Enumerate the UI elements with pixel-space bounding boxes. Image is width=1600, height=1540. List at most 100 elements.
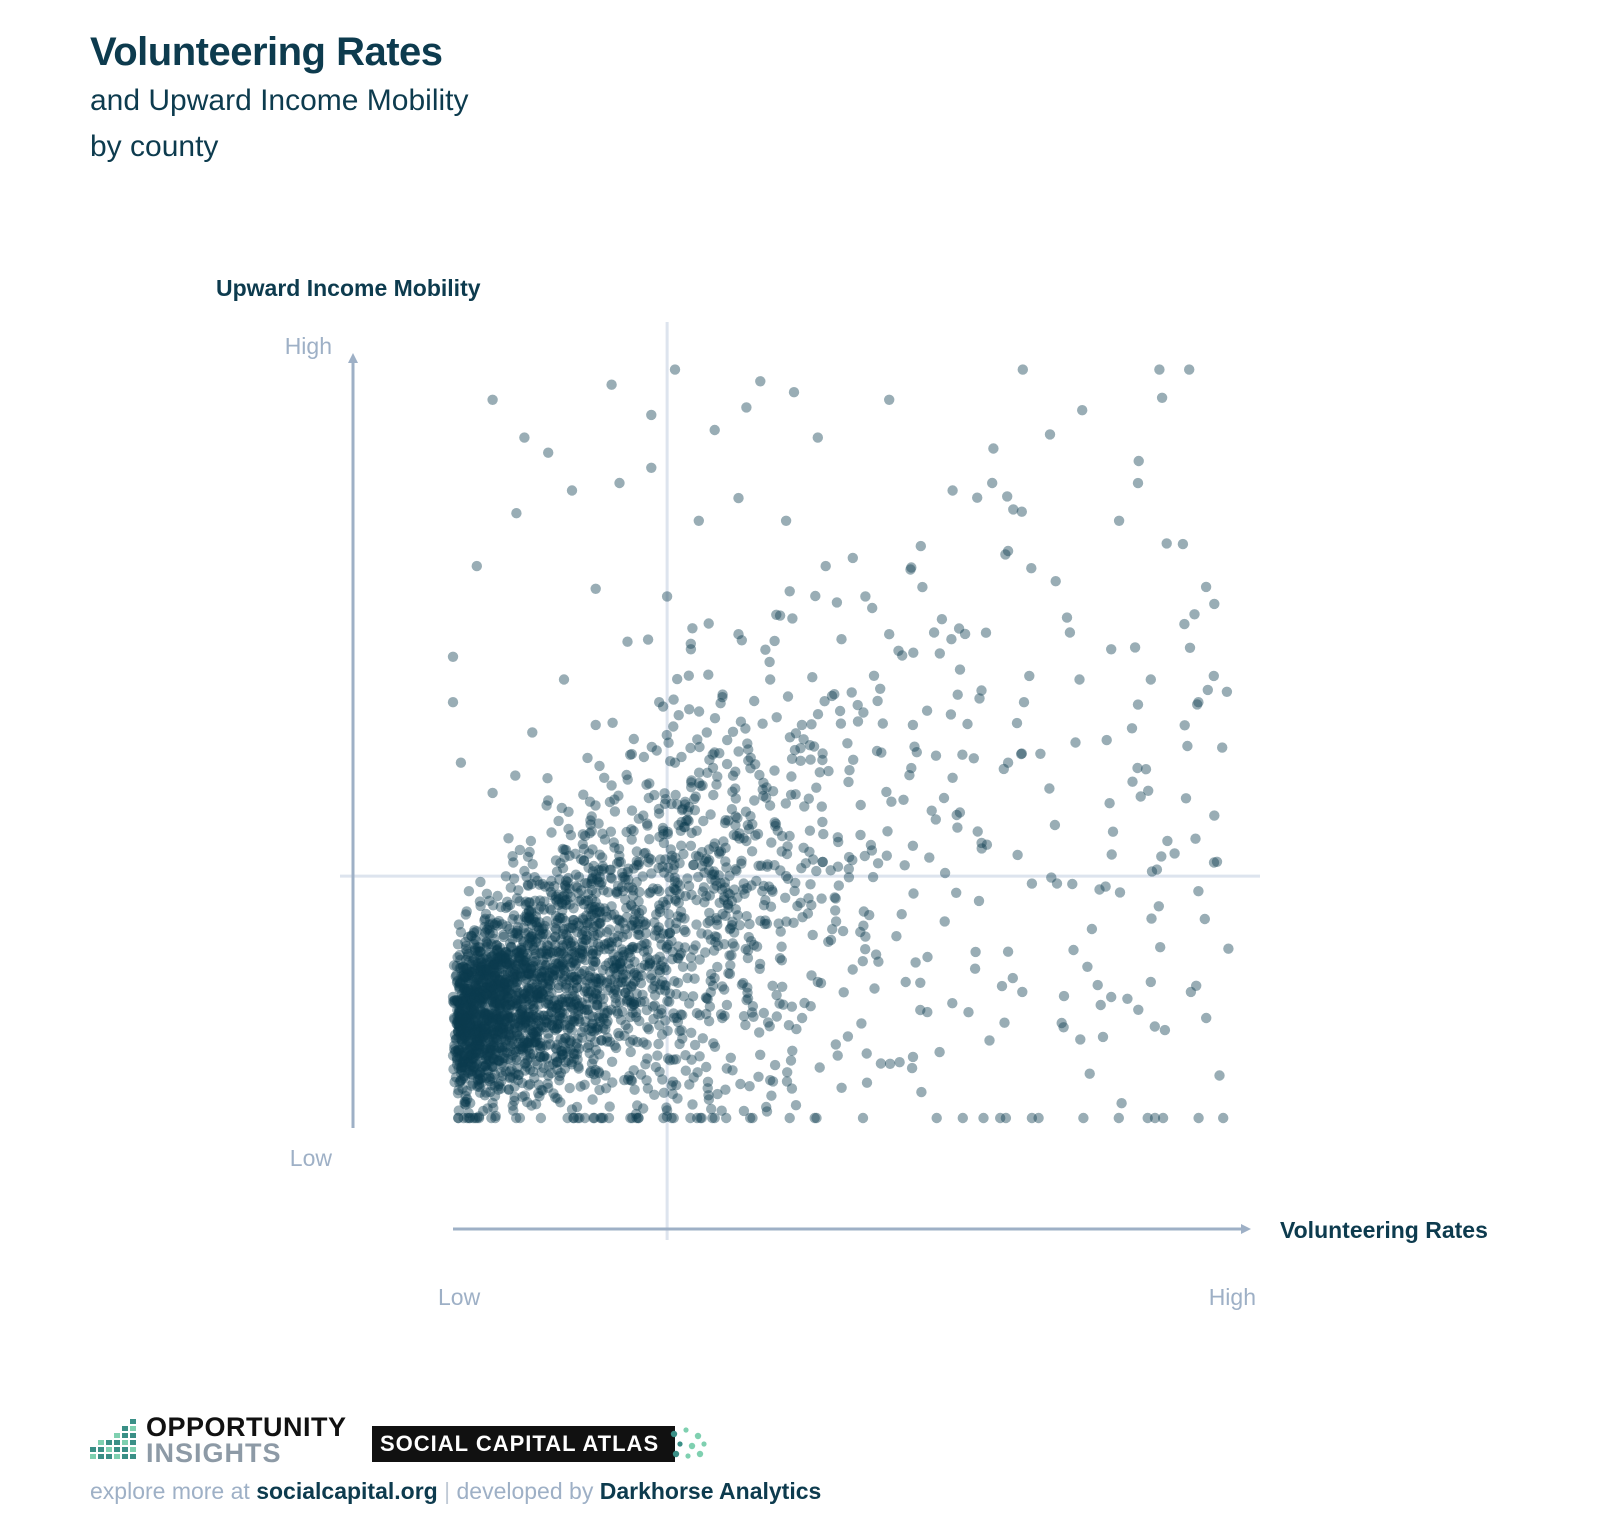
data-point — [818, 828, 829, 840]
footer-separator: | — [444, 1478, 451, 1504]
data-point — [493, 1042, 505, 1053]
data-point — [559, 844, 570, 855]
data-point — [500, 1016, 511, 1027]
data-point — [805, 879, 816, 890]
data-point — [581, 910, 592, 921]
data-point — [642, 634, 654, 645]
data-point — [758, 900, 770, 911]
data-point — [471, 1037, 482, 1048]
data-point — [487, 1024, 499, 1036]
data-point — [512, 1000, 523, 1011]
data-point — [798, 842, 809, 853]
data-point — [705, 987, 716, 998]
data-point — [599, 903, 610, 914]
data-point — [916, 1086, 927, 1098]
data-point — [532, 1033, 543, 1045]
data-point — [583, 888, 594, 900]
data-point — [557, 958, 568, 969]
data-point — [574, 952, 586, 963]
data-point — [549, 965, 560, 976]
data-point — [542, 1014, 553, 1025]
data-point — [549, 1022, 560, 1034]
data-point — [486, 938, 497, 950]
data-point — [619, 1074, 630, 1086]
data-point — [460, 1090, 471, 1102]
data-point — [609, 962, 620, 974]
data-point — [557, 940, 568, 951]
data-point — [500, 947, 511, 958]
data-point — [504, 979, 515, 990]
darkhorse-link[interactable]: Darkhorse Analytics — [599, 1478, 822, 1504]
data-point — [552, 1064, 563, 1075]
data-point — [666, 935, 677, 947]
data-point — [641, 779, 652, 790]
data-point — [449, 1014, 460, 1025]
data-point — [471, 1033, 482, 1045]
data-point — [480, 1023, 492, 1034]
data-point — [453, 1032, 464, 1043]
data-point — [498, 978, 509, 989]
data-point — [621, 912, 632, 923]
data-point — [460, 1056, 472, 1067]
data-point — [771, 712, 782, 723]
data-point — [727, 1065, 738, 1076]
data-point — [637, 871, 648, 882]
data-point — [481, 941, 492, 952]
data-point — [484, 919, 495, 930]
data-point — [532, 1059, 543, 1070]
data-point — [557, 891, 568, 902]
data-point — [702, 1083, 713, 1094]
data-point — [626, 1075, 638, 1086]
logo-bar-cell — [98, 1447, 104, 1452]
data-point — [520, 899, 531, 910]
data-point — [503, 1084, 514, 1095]
data-point — [1067, 878, 1078, 890]
data-point — [523, 1007, 535, 1018]
data-point — [973, 895, 985, 907]
data-point — [472, 1019, 484, 1030]
data-point — [637, 989, 648, 1000]
data-point — [677, 803, 688, 814]
data-point — [472, 1035, 483, 1046]
data-point — [608, 949, 619, 960]
data-point — [584, 917, 595, 928]
data-point — [1159, 1024, 1171, 1036]
data-point — [827, 924, 838, 935]
data-point — [701, 1061, 712, 1073]
data-point — [468, 1046, 479, 1058]
data-point — [708, 883, 720, 894]
data-point — [474, 993, 485, 1004]
data-point — [642, 952, 653, 963]
data-point — [795, 743, 806, 754]
data-point — [907, 840, 919, 851]
data-point — [520, 1014, 531, 1025]
data-point — [523, 1080, 534, 1091]
socialcapital-link[interactable]: socialcapital.org — [256, 1478, 438, 1504]
data-point — [899, 860, 910, 871]
data-point — [538, 1062, 549, 1074]
data-point — [599, 939, 610, 950]
data-point — [829, 892, 840, 903]
data-point — [564, 975, 575, 986]
data-point — [671, 988, 682, 1000]
data-point — [502, 983, 513, 994]
data-point — [587, 926, 599, 937]
data-point — [462, 968, 473, 980]
data-point — [1056, 1017, 1067, 1029]
data-point — [649, 981, 660, 992]
data-point — [557, 1012, 568, 1023]
data-point — [733, 746, 744, 757]
data-point — [468, 1061, 480, 1072]
data-point — [494, 1012, 505, 1023]
data-point — [521, 1061, 532, 1072]
data-point — [502, 963, 514, 974]
data-point — [449, 1043, 460, 1055]
data-point — [667, 954, 678, 965]
data-point — [569, 1011, 580, 1022]
data-point — [604, 924, 615, 935]
data-point — [622, 1074, 634, 1085]
data-point — [591, 874, 603, 885]
data-point — [470, 1041, 481, 1052]
data-point — [477, 1025, 488, 1036]
data-point — [747, 1001, 759, 1012]
